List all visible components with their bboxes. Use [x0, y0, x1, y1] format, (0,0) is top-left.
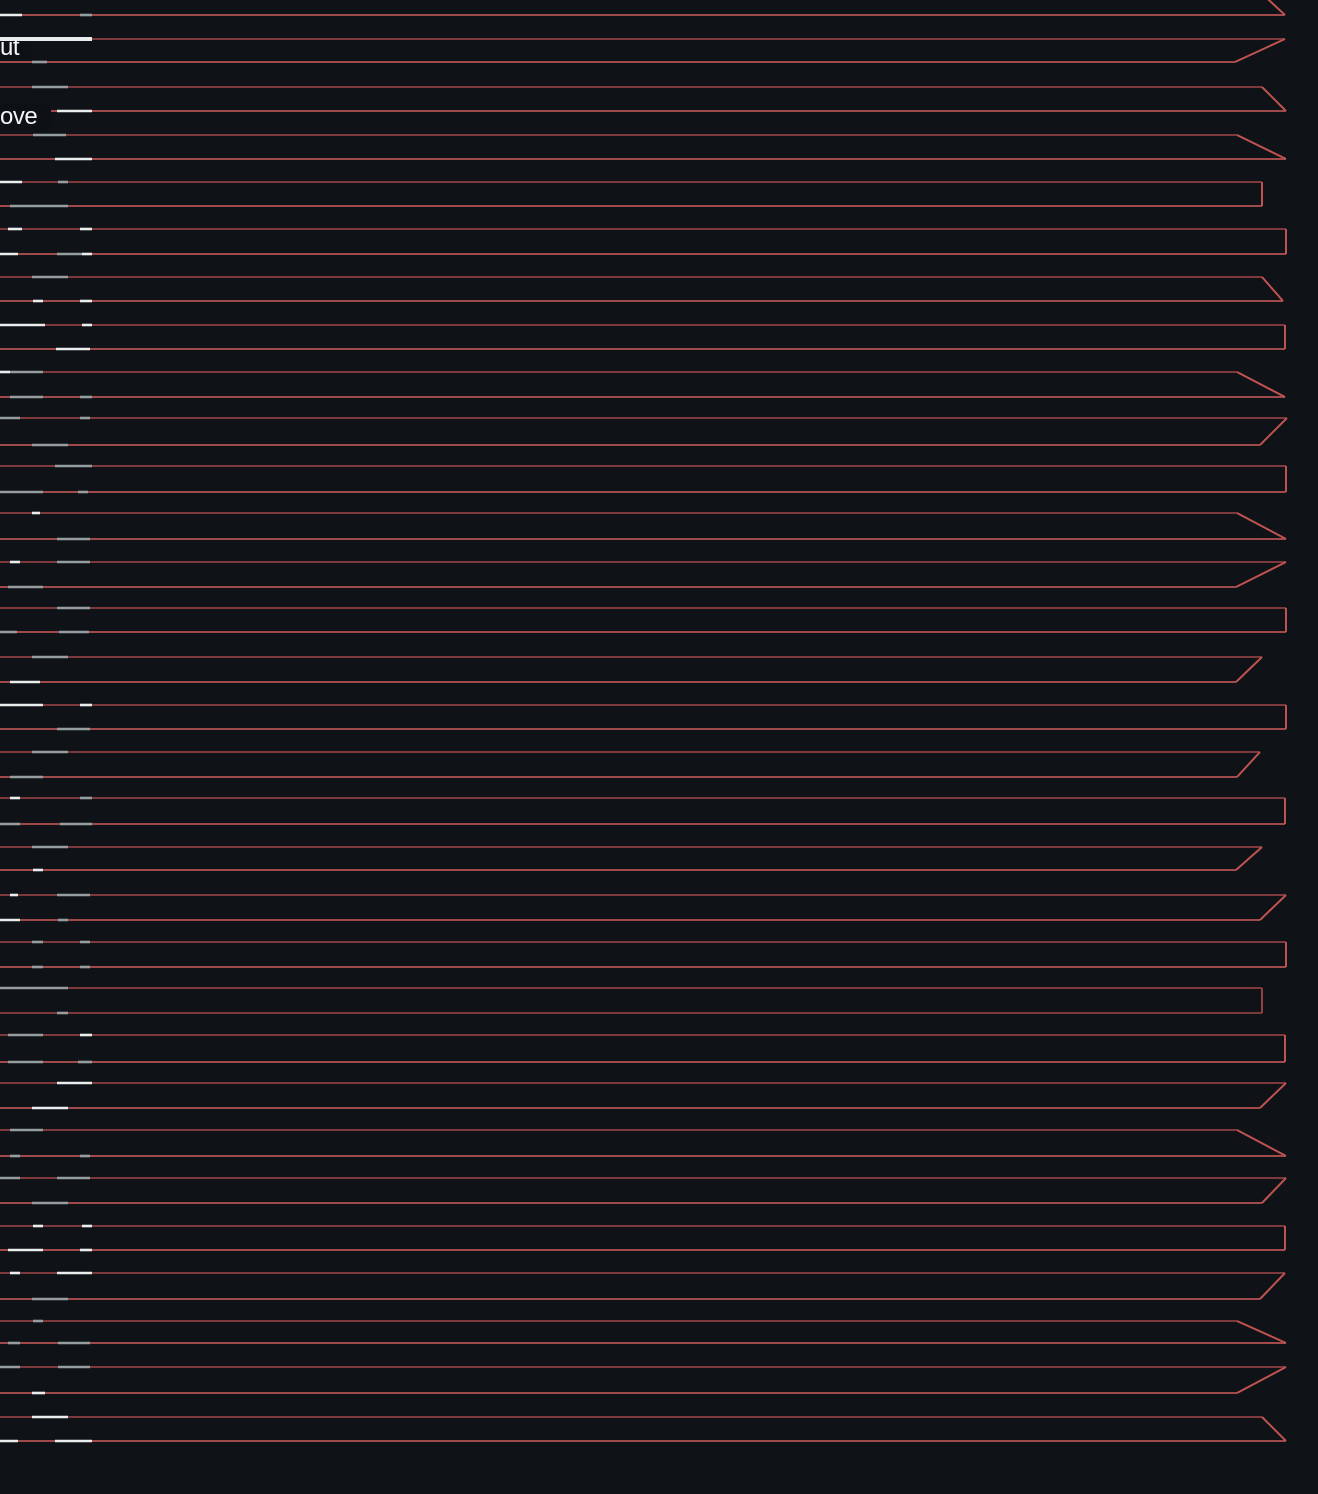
flattened-row-outline-19 [0, 893, 1287, 922]
row-slanted-tip [1236, 512, 1287, 540]
flattened-row-outline-23 [0, 1081, 1287, 1110]
flattened-row-outline-13 [0, 606, 1287, 634]
flattened-row-outline-21 [0, 986, 1263, 1015]
flattened-row-outline-4 [0, 180, 1263, 208]
flattened-row-outline-2 [0, 85, 1287, 113]
flattened-row-outline-16 [0, 750, 1261, 779]
row-slanted-tip [1236, 1320, 1287, 1344]
flattened-row-outline-20 [0, 940, 1287, 969]
flattened-row-outline-5 [0, 227, 1287, 256]
flattened-row-outline-29 [0, 1365, 1287, 1395]
row-slanted-tip [1236, 1366, 1287, 1394]
flattened-row-outline-8 [0, 370, 1286, 399]
row-slanted-tip [1261, 1416, 1287, 1442]
row-slanted-tip [1259, 894, 1287, 921]
truncated-label-ove: ove [0, 104, 52, 130]
flattened-row-outline-15 [0, 703, 1287, 731]
flattened-row-outline-6 [0, 275, 1284, 303]
truncated-label-ut: ut [0, 36, 32, 60]
row-slanted-tip [1236, 134, 1287, 160]
flattened-row-outline-18 [0, 845, 1263, 872]
row-slanted-tip [1259, 1082, 1287, 1109]
flattened-row-outline-11 [0, 511, 1287, 541]
flattened-row-outline-28 [0, 1319, 1287, 1345]
flattened-row-outline-17 [0, 796, 1286, 826]
row-slanted-tip [1267, 0, 1286, 16]
row-slanted-tip [1259, 417, 1288, 446]
row-slanted-tip [1234, 38, 1286, 63]
flattened-row-outline-27 [0, 1271, 1286, 1301]
flattened-row-outline-24 [0, 1128, 1287, 1158]
row-slanted-tip [1236, 1129, 1287, 1157]
flattened-row-outline-30 [0, 1415, 1287, 1443]
row-slanted-tip [1236, 371, 1286, 398]
row-slanted-tip [1261, 86, 1287, 112]
row-slanted-tip [1259, 1272, 1286, 1300]
flattened-row-outline-9 [0, 416, 1288, 447]
flattened-row-outline-12 [0, 560, 1287, 589]
row-slanted-tip [1261, 1177, 1287, 1204]
flattened-row-outline-1 [0, 37, 1286, 64]
flattened-row-outline-0 [0, 0, 1286, 17]
row-slanted-tip [1235, 561, 1287, 588]
row-slanted-tip [1261, 276, 1284, 302]
flattened-row-outline-26 [0, 1224, 1286, 1252]
flattened-row-outline-22 [0, 1033, 1286, 1064]
row-slanted-tip [1235, 656, 1263, 683]
flattened-row-outline-3 [0, 133, 1287, 161]
row-slanted-tip [1236, 751, 1261, 778]
flattened-row-outline-7 [0, 323, 1286, 351]
flattened-row-outline-10 [0, 464, 1287, 494]
flattened-row-outline-14 [0, 655, 1263, 684]
flattened-row-outline-25 [0, 1176, 1287, 1205]
row-slanted-tip [1235, 846, 1263, 871]
